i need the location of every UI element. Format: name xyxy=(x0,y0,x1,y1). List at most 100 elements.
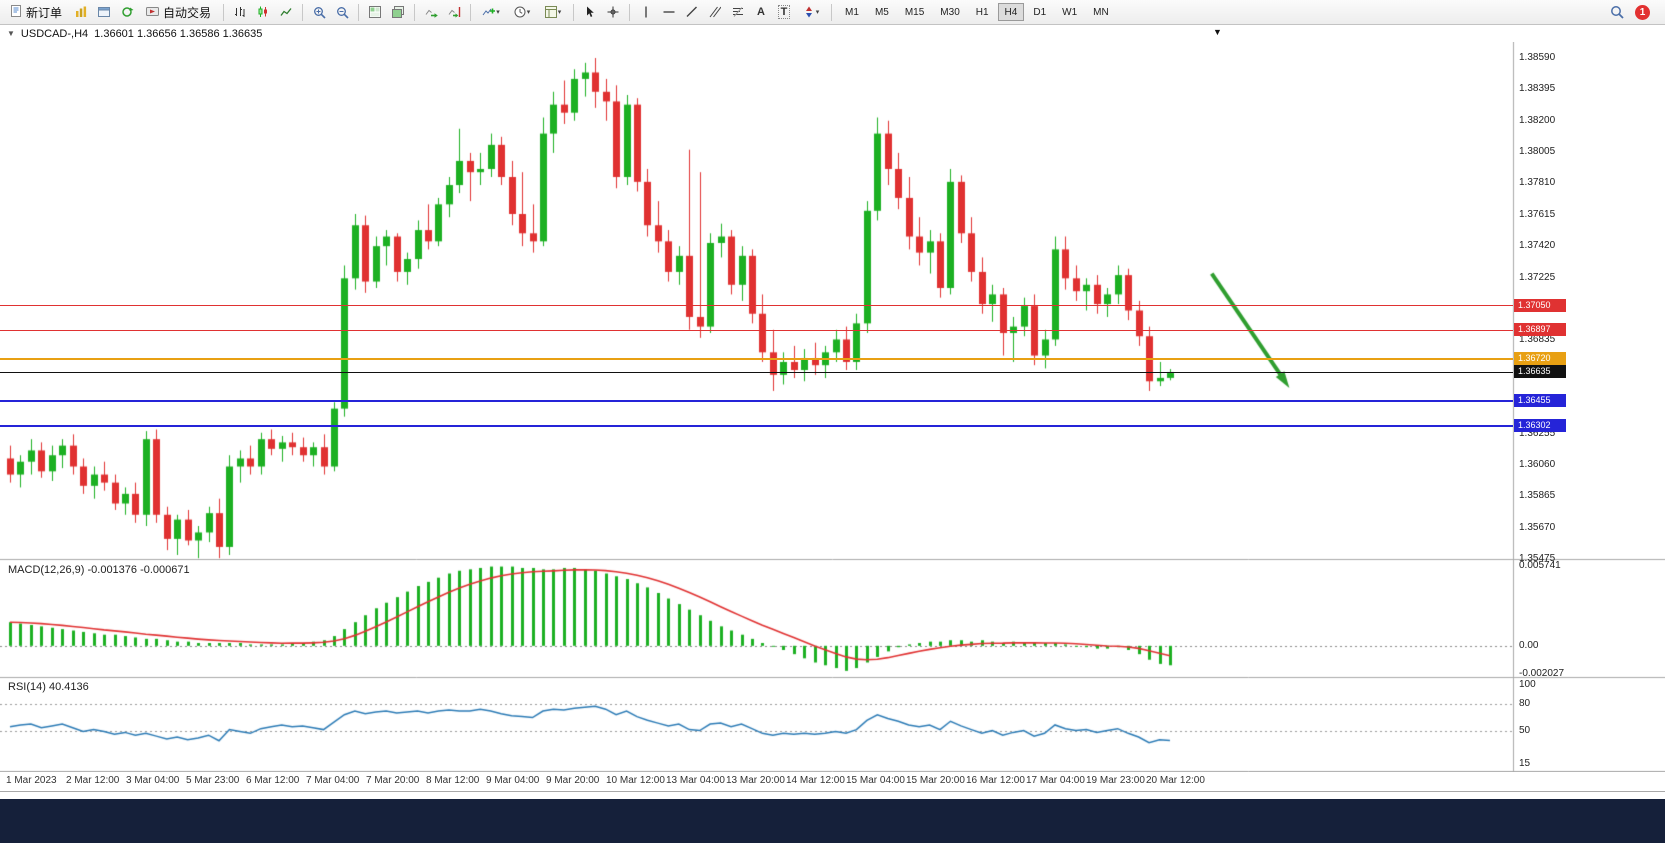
refresh-icon[interactable] xyxy=(116,2,138,22)
price-axis-label: 1.37225 xyxy=(1519,271,1556,283)
time-axis-label: 15 Mar 04:00 xyxy=(846,775,905,786)
tile-windows-icon[interactable] xyxy=(364,2,386,22)
support-line-1[interactable] xyxy=(0,400,1513,403)
main-toolbar: 新订单 自动交易 ▾ ▾ ▾ A T ▾ M1 M5 M15 M30 H1 H4 D1 W1 M… xyxy=(0,0,1665,25)
one-click-trading-expander[interactable]: ▼ xyxy=(7,29,15,38)
price-line-badge: 1.36897 xyxy=(1514,323,1566,337)
price-axis-label: 1.38200 xyxy=(1519,114,1556,126)
notification-badge[interactable]: 1 xyxy=(1635,4,1650,20)
timeframe-h4-button[interactable]: H4 xyxy=(997,3,1025,21)
chart-area[interactable]: 1.38590 1.38395 1.38200 1.38005 1.37810 1.376… xyxy=(0,42,1665,772)
search-icon[interactable] xyxy=(1606,2,1628,22)
time-axis-label: 10 Mar 12:00 xyxy=(606,775,665,786)
time-axis-label: 17 Mar 04:00 xyxy=(1026,775,1085,786)
data-window-icon[interactable] xyxy=(93,2,115,22)
auto-trading-button[interactable]: 自动交易 xyxy=(139,2,218,22)
templates-button[interactable]: ▾ xyxy=(538,2,568,22)
arrows-tool-icon[interactable]: ▾ xyxy=(796,2,826,22)
price-axis-label: 1.37615 xyxy=(1519,208,1556,220)
time-axis-label: 9 Mar 20:00 xyxy=(546,775,600,786)
resistance-line-1[interactable] xyxy=(0,305,1513,307)
chart-title-row: ▼ USDCAD-,H4 1.36601 1.36656 1.36586 1.3… xyxy=(0,25,1665,42)
horizontal-line-tool-icon[interactable] xyxy=(658,2,680,22)
price-axis-label: 1.35865 xyxy=(1519,490,1556,502)
price-axis-label: 1.38590 xyxy=(1519,52,1556,63)
price-chart-canvas[interactable] xyxy=(0,42,1665,772)
time-axis-label: 19 Mar 23:00 xyxy=(1086,775,1145,786)
time-axis-label: 7 Mar 04:00 xyxy=(306,775,360,786)
auto-scroll-icon[interactable] xyxy=(420,2,442,22)
timeframe-m15-button[interactable]: M15 xyxy=(898,3,931,21)
price-line-badge: 1.36720 xyxy=(1514,351,1566,365)
price-line-badge: 1.36455 xyxy=(1514,394,1566,408)
chart-ohlc-values: 1.36601 1.36656 1.36586 1.36635 xyxy=(94,27,263,40)
price-axis-label: 1.37420 xyxy=(1519,240,1556,252)
timeframe-m30-button[interactable]: M30 xyxy=(933,3,966,21)
time-axis-label: 13 Mar 04:00 xyxy=(666,775,725,786)
toolbar-separator xyxy=(573,3,575,21)
toolbar-separator xyxy=(414,3,416,21)
cursor-icon[interactable] xyxy=(579,2,601,22)
time-axis-label: 16 Mar 12:00 xyxy=(966,775,1025,786)
vertical-line-tool-icon[interactable] xyxy=(635,2,657,22)
cascade-windows-icon[interactable] xyxy=(387,2,409,22)
zoom-in-icon[interactable] xyxy=(308,2,330,22)
time-axis-label: 9 Mar 04:00 xyxy=(486,775,540,786)
trendline-tool-icon[interactable] xyxy=(681,2,703,22)
toolbar-separator xyxy=(358,3,360,21)
support-line-2[interactable] xyxy=(0,424,1513,427)
toolbar-separator xyxy=(470,3,472,21)
time-axis-label: 13 Mar 20:00 xyxy=(726,775,785,786)
price-axis-label: 1.38005 xyxy=(1519,146,1556,158)
time-axis-label: 6 Mar 12:00 xyxy=(246,775,300,786)
chart-shift-marker[interactable]: ▼ xyxy=(1213,27,1222,37)
add-indicator-button[interactable]: ▾ xyxy=(476,2,506,22)
rsi-axis-label: 50 xyxy=(1519,725,1531,737)
time-axis-label: 1 Mar 2023 xyxy=(6,775,57,786)
resistance-line-2[interactable] xyxy=(0,329,1513,331)
toolbar-separator xyxy=(629,3,631,21)
chart-shift-icon[interactable] xyxy=(443,2,465,22)
line-chart-icon[interactable] xyxy=(275,2,297,22)
price-line-badge: 1.36635 xyxy=(1514,365,1566,379)
new-order-icon xyxy=(10,4,22,20)
timeframe-w1-button[interactable]: W1 xyxy=(1055,3,1084,21)
time-axis-label: 2 Mar 12:00 xyxy=(66,775,120,786)
timeframe-m5-button[interactable]: M5 xyxy=(868,3,896,21)
rsi-axis-label: 15 xyxy=(1519,758,1531,769)
time-axis-label: 7 Mar 20:00 xyxy=(366,775,420,786)
crosshair-icon[interactable] xyxy=(602,2,624,22)
macd-axis-label: -0.002027 xyxy=(1519,668,1565,679)
bottom-bar xyxy=(0,799,1665,843)
price-axis[interactable]: 1.38590 1.38395 1.38200 1.38005 1.37810 1.376… xyxy=(1514,42,1664,772)
timeframe-m1-button[interactable]: M1 xyxy=(838,3,866,21)
bar-chart-icon[interactable] xyxy=(229,2,251,22)
text-label-tool-icon[interactable]: T xyxy=(773,2,795,22)
price-axis-label: 1.37810 xyxy=(1519,177,1556,189)
fibonacci-tool-icon[interactable] xyxy=(727,2,749,22)
time-axis-label: 15 Mar 20:00 xyxy=(906,775,965,786)
time-axis-label: 20 Mar 12:00 xyxy=(1146,775,1205,786)
timeframe-h1-button[interactable]: H1 xyxy=(969,3,996,21)
channel-tool-icon[interactable] xyxy=(704,2,726,22)
price-line-badge: 1.36302 xyxy=(1514,418,1566,432)
timeframe-group: M1 M5 M15 M30 H1 H4 D1 W1 MN xyxy=(837,3,1117,21)
toolbar-separator xyxy=(302,3,304,21)
current-price-line[interactable] xyxy=(0,371,1513,373)
zoom-out-icon[interactable] xyxy=(331,2,353,22)
timeframe-mn-button[interactable]: MN xyxy=(1086,3,1116,21)
toolbar-right-cluster: 1 xyxy=(1606,2,1662,22)
price-axis-label: 1.35475 xyxy=(1519,553,1556,564)
candlestick-chart-icon[interactable] xyxy=(252,2,274,22)
market-watch-icon[interactable] xyxy=(70,2,92,22)
time-axis-label: 8 Mar 12:00 xyxy=(426,775,480,786)
time-axis[interactable]: 1 Mar 2023 2 Mar 12:00 3 Mar 04:00 5 Mar 23… xyxy=(0,772,1665,792)
rsi-indicator-label: RSI(14) 40.4136 xyxy=(8,681,89,693)
text-tool-icon[interactable]: A xyxy=(750,2,772,22)
auto-trading-icon xyxy=(146,5,160,20)
pivot-line-gold[interactable] xyxy=(0,357,1513,360)
periods-button[interactable]: ▾ xyxy=(507,2,537,22)
new-order-button[interactable]: 新订单 xyxy=(3,2,69,22)
chevron-down-icon: ▾ xyxy=(496,9,500,16)
timeframe-d1-button[interactable]: D1 xyxy=(1026,3,1053,21)
